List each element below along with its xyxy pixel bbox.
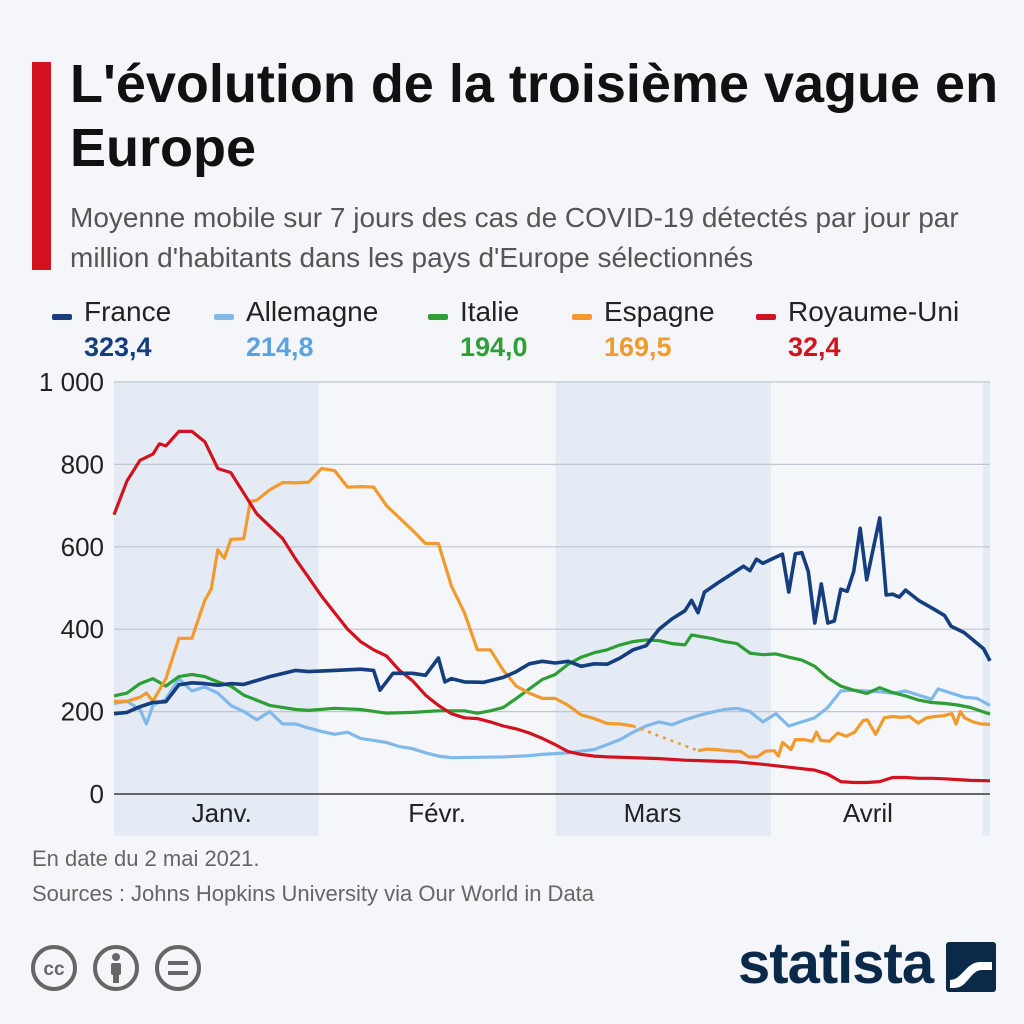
line-chart: 0 200 400 600 800 1 000 Janv. Févr. Mars Avril xyxy=(39,367,992,836)
legend-value-allemagne: 214,8 xyxy=(246,332,314,362)
y-axis-ticks: 0 200 400 600 800 1 000 xyxy=(39,367,104,809)
no-derivatives-icon[interactable] xyxy=(154,944,202,992)
statista-logo-icon xyxy=(946,942,996,992)
legend-value-italie: 194,0 xyxy=(460,332,528,362)
series-line-espagne xyxy=(114,466,634,728)
legend-name-royaume-uni: Royaume-Uni xyxy=(788,296,960,327)
legend-value-france: 323,4 xyxy=(84,332,152,362)
x-month-label: Avril xyxy=(843,798,893,828)
y-tick-label: 0 xyxy=(90,779,104,809)
series-line-france xyxy=(113,516,992,716)
legend-value-espagne: 169,5 xyxy=(604,332,672,362)
legend-name-france: France xyxy=(84,296,172,327)
footer-sources: Sources : Johns Hopkins University via O… xyxy=(32,881,595,906)
footer-note: En date du 2 mai 2021. xyxy=(32,846,260,871)
x-month-label: Févr. xyxy=(408,798,466,828)
legend-swatch-allemagne xyxy=(214,314,234,320)
shaded-bands xyxy=(114,382,990,836)
legend-name-italie: Italie xyxy=(460,296,520,327)
shaded-band-1 xyxy=(555,382,771,836)
x-month-label: Janv. xyxy=(192,798,252,828)
legend-swatch-espagne xyxy=(572,314,592,320)
legend-value-royaume-uni: 32,4 xyxy=(788,332,841,362)
x-axis-month-labels: Janv. Févr. Mars Avril xyxy=(192,798,893,828)
shaded-band-0 xyxy=(114,382,319,836)
legend-name-espagne: Espagne xyxy=(604,296,715,327)
x-month-label: Mars xyxy=(624,798,682,828)
y-tick-label: 200 xyxy=(61,697,104,727)
y-tick-label: 800 xyxy=(61,449,104,479)
series-line-espagne-2 xyxy=(697,710,991,759)
y-tick-label: 400 xyxy=(61,614,104,644)
series-lines xyxy=(112,429,992,785)
svg-text:cc: cc xyxy=(43,959,65,980)
series-line-royaume-uni xyxy=(112,429,991,785)
gridlines xyxy=(114,381,990,795)
series-line-italie xyxy=(113,633,991,716)
y-tick-label: 600 xyxy=(61,532,104,562)
legend-swatch-italie xyxy=(428,314,448,320)
chart-title: L'évolution de la troisième vague en Eur… xyxy=(70,54,999,178)
y-tick-label: 1 000 xyxy=(39,367,104,397)
series-gap-espagne xyxy=(632,724,699,752)
chart-subtitle: Moyenne mobile sur 7 jours des cas de CO… xyxy=(70,202,959,273)
brand-name: statista xyxy=(738,931,934,996)
shaded-band-2 xyxy=(982,382,990,836)
legend-swatch-france xyxy=(52,314,72,320)
cc-icon[interactable]: cc xyxy=(30,944,78,992)
legend-swatch-royaume-uni xyxy=(756,314,776,320)
legend-name-allemagne: Allemagne xyxy=(246,296,379,327)
title-accent-bar xyxy=(32,62,51,270)
legend: France 323,4 Allemagne 214,8 Italie 194,… xyxy=(0,296,1024,366)
attribution-icon[interactable] xyxy=(92,944,140,992)
